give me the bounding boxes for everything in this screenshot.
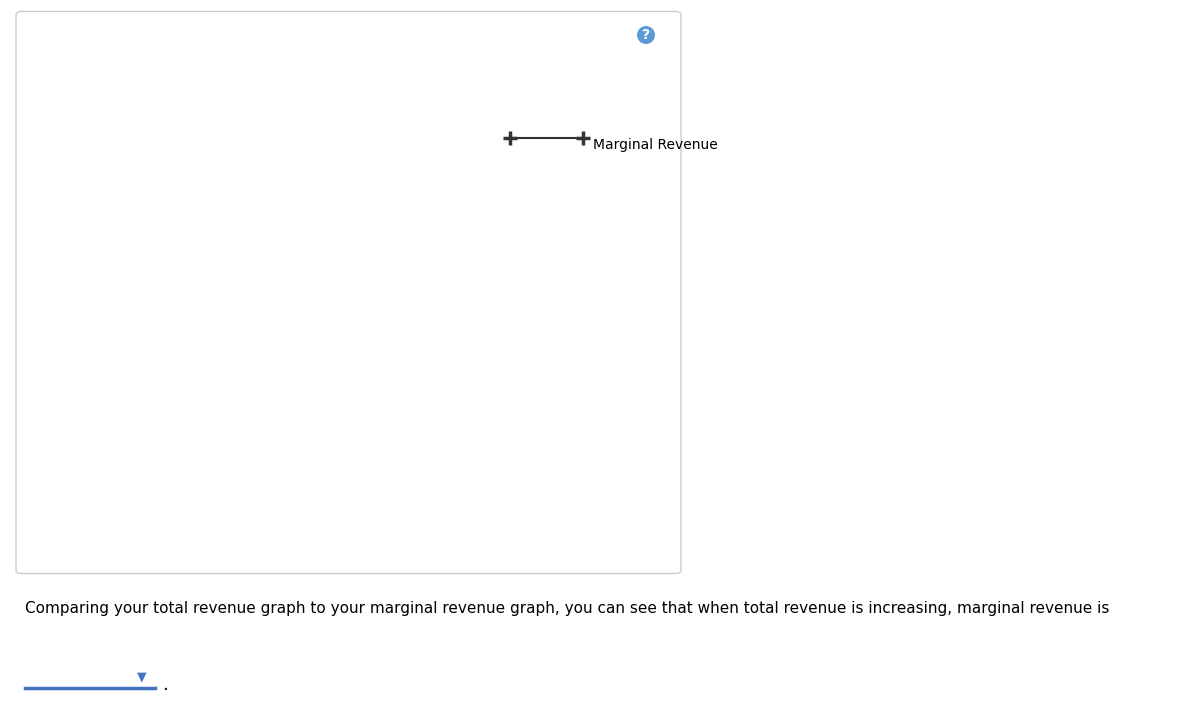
Text: ▼: ▼ [137,670,146,683]
X-axis label: QUANTITY (Units): QUANTITY (Units) [211,540,334,553]
Text: .: . [162,676,168,694]
Y-axis label: MARGINAL REVENUE (Dollars): MARGINAL REVENUE (Dollars) [34,201,47,410]
Text: Comparing your total revenue graph to your marginal revenue graph, you can see t: Comparing your total revenue graph to yo… [25,601,1109,616]
Text: ?: ? [642,28,650,42]
Text: Marginal Revenue: Marginal Revenue [593,138,718,152]
